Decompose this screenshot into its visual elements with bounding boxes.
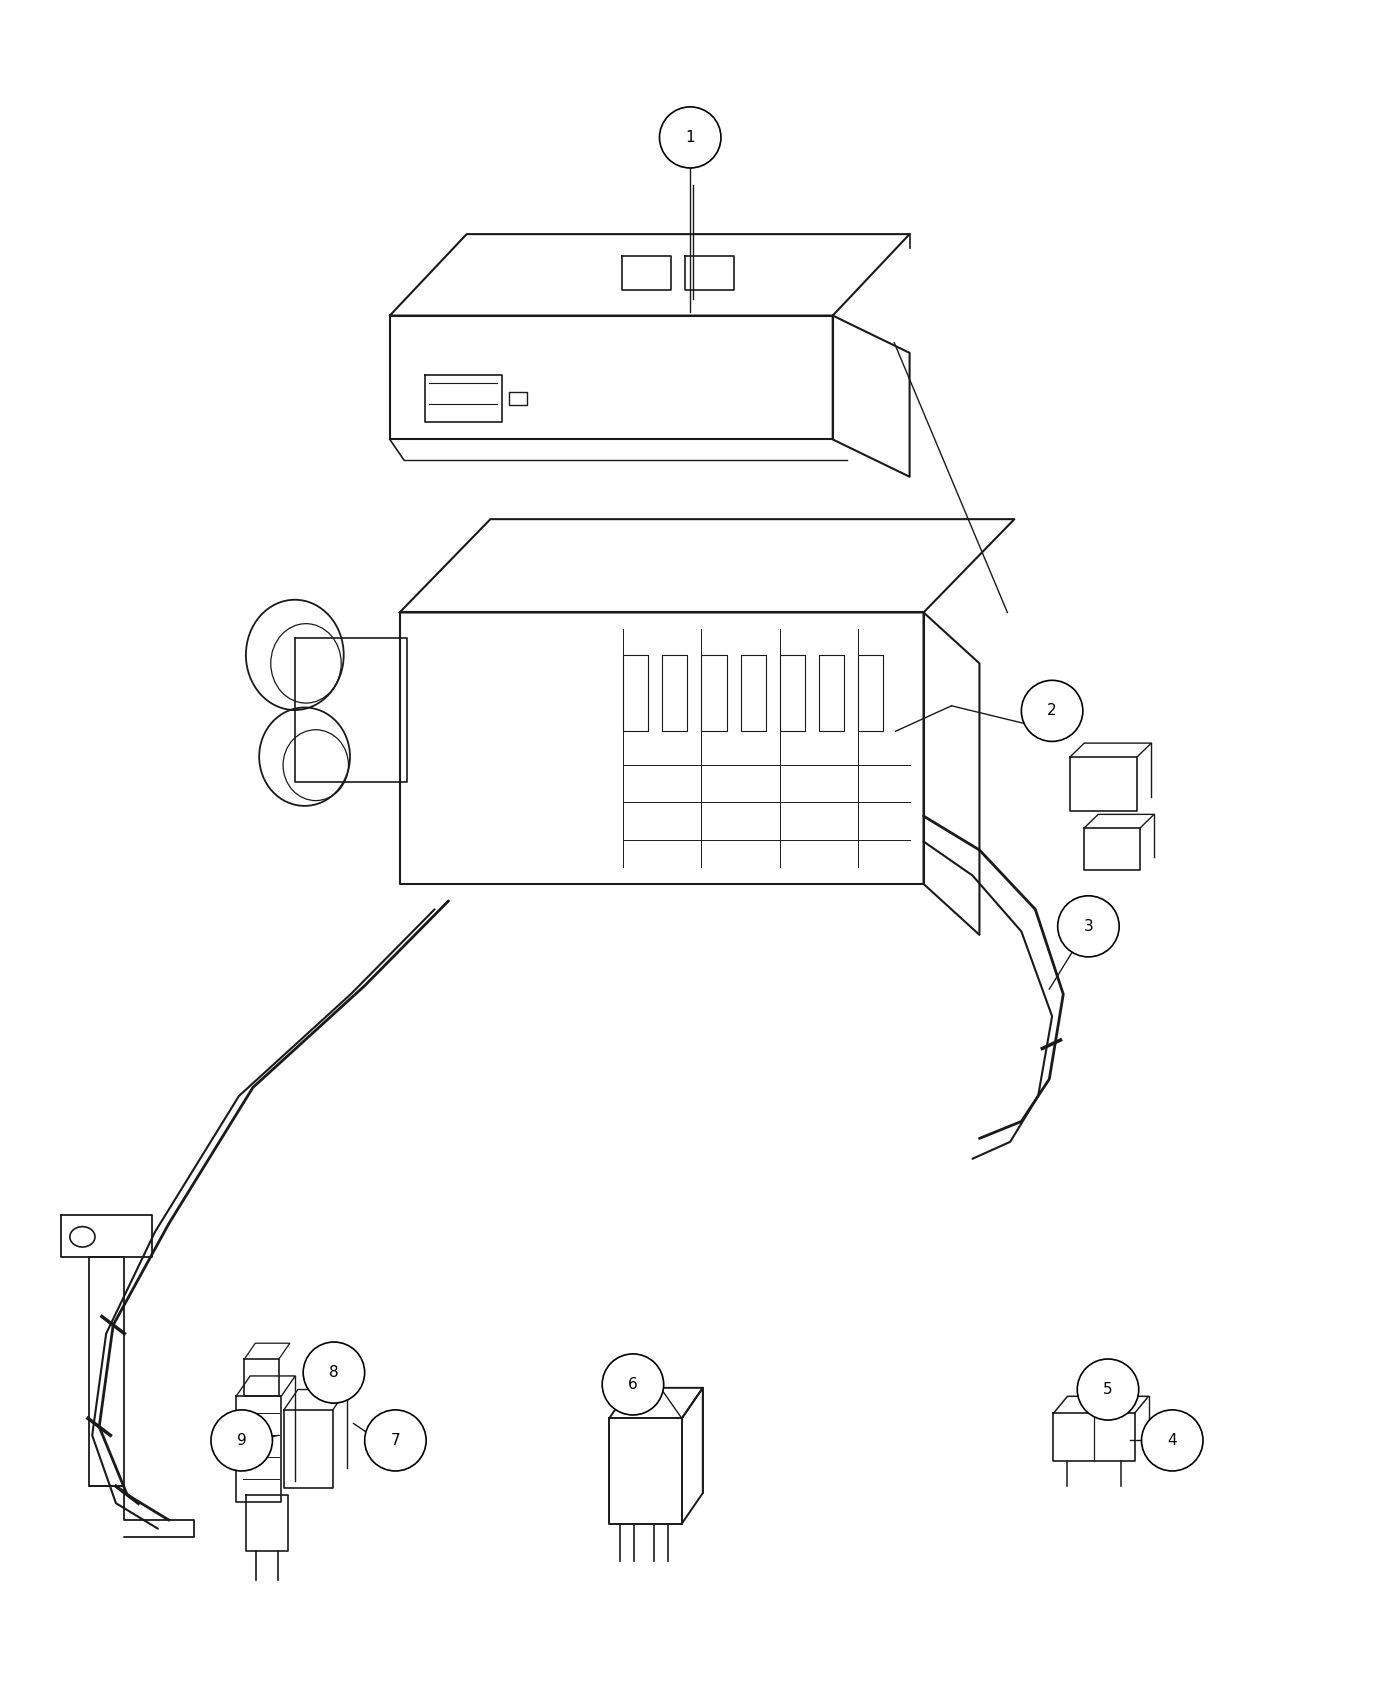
Text: 7: 7 [391,1433,400,1448]
Ellipse shape [1077,1358,1138,1420]
Text: 9: 9 [237,1433,246,1448]
Text: 4: 4 [1168,1433,1177,1448]
Text: 1: 1 [686,129,694,144]
Text: 2: 2 [1047,704,1057,719]
Ellipse shape [602,1353,664,1414]
Text: 5: 5 [1103,1382,1113,1397]
Ellipse shape [659,107,721,168]
Ellipse shape [1141,1409,1203,1470]
Ellipse shape [211,1409,273,1470]
Text: 6: 6 [629,1377,638,1392]
Ellipse shape [1057,896,1119,957]
Ellipse shape [364,1409,426,1470]
Text: 3: 3 [1084,918,1093,933]
Ellipse shape [304,1341,364,1402]
Text: 8: 8 [329,1365,339,1380]
Ellipse shape [1022,680,1082,741]
